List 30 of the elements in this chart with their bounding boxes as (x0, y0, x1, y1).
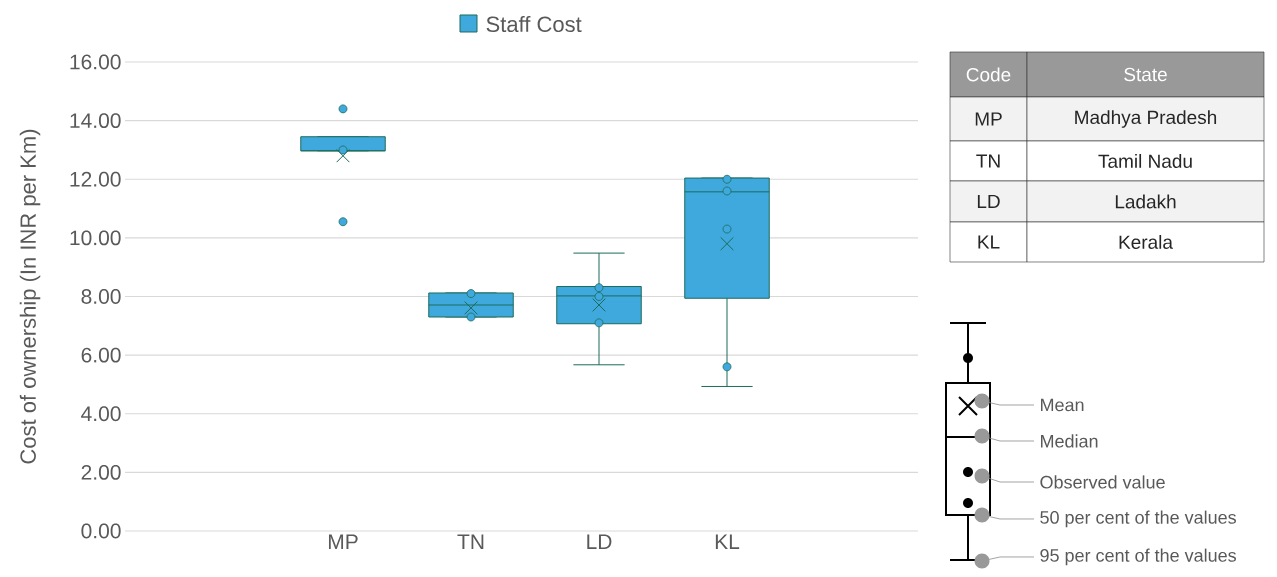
y-tick-label: 6.00 (81, 347, 121, 363)
text: Madhya Pradesh (1075, 110, 1217, 128)
x-tick-label: TN (457, 534, 484, 549)
y-tick-label: 4.00 (81, 406, 121, 422)
x-tick-label: KL (715, 534, 740, 549)
y-tick-label: 14.00 (70, 113, 121, 129)
y-tick-label: 2.00 (81, 464, 121, 480)
text: 95 per cent of the values (1040, 548, 1236, 566)
text: TN (976, 154, 1000, 168)
legend-label: Staff Cost (486, 15, 582, 33)
text: Tamil Nadu (1098, 154, 1192, 168)
text: State (1124, 67, 1167, 82)
text: 50 per cent of the values (1040, 510, 1236, 528)
text: MP (975, 112, 1002, 126)
y-tick-label: 10.00 (70, 230, 121, 246)
x-tick-label: MP (328, 534, 358, 549)
text: Median (1041, 434, 1098, 448)
y-axis-title: Cost of ownership (In INR per Km) (19, 129, 41, 464)
y-tick-label: 0.00 (81, 523, 121, 539)
text: Kerala (1119, 235, 1173, 249)
y-tick-label: 8.00 (81, 289, 121, 304)
text: Mean (1041, 398, 1084, 412)
x-tick-label: LD (587, 534, 612, 549)
text: LD (977, 194, 1000, 209)
y-tick-label: 16.00 (70, 54, 121, 70)
text: Observed value (1040, 475, 1165, 489)
text: Ladakh (1115, 194, 1176, 209)
text: KL (978, 235, 1000, 249)
y-tick-label: 12.00 (70, 171, 121, 187)
text: Code (966, 67, 1011, 82)
